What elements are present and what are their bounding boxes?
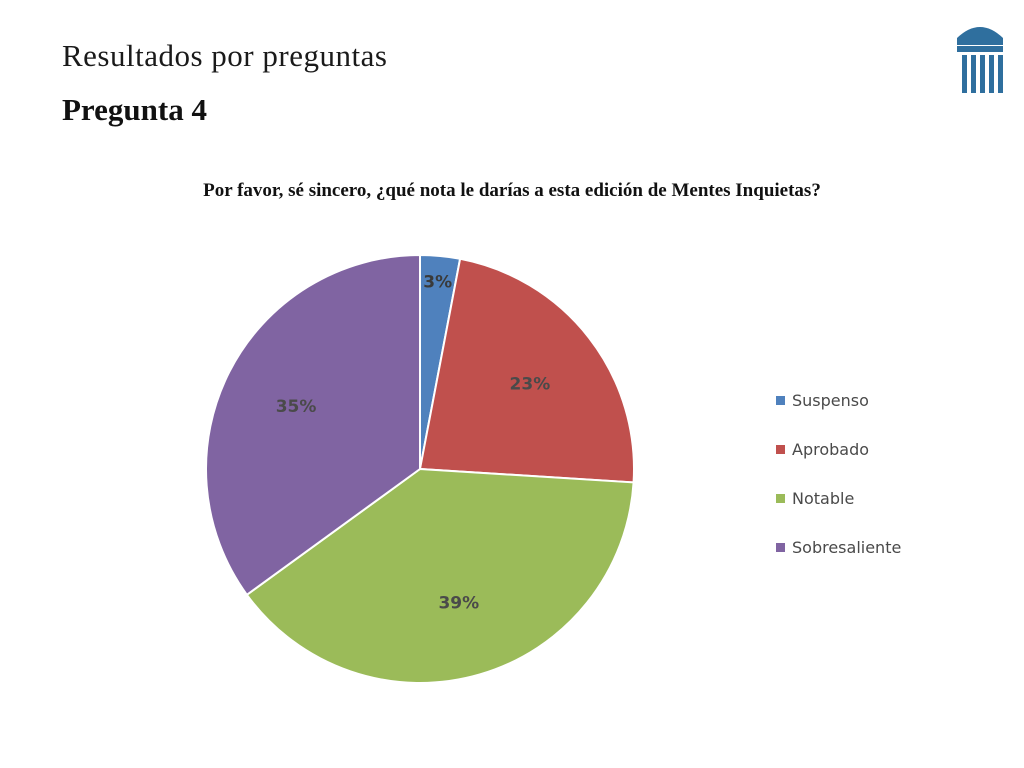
slice-label-aprobado: 23%: [510, 375, 551, 395]
institution-logo: [957, 27, 1003, 93]
legend-label: Notable: [792, 488, 855, 508]
chart-title: Por favor, sé sincero, ¿qué nota le darí…: [203, 180, 821, 201]
pie-slice-notable: [245, 467, 635, 684]
page-heading: Resultados por preguntas: [62, 38, 388, 73]
legend-item-suspenso: Suspenso: [776, 388, 901, 412]
legend-label: Aprobado: [792, 439, 870, 459]
legend-label: Suspenso: [792, 390, 869, 410]
chart-legend: Suspenso Aprobado Notable Sobresaliente: [776, 388, 901, 584]
legend-label: Sobresaliente: [792, 537, 902, 557]
slice-label-notable: 39%: [438, 594, 479, 614]
legend-item-notable: Notable: [776, 486, 901, 510]
slice-label-sobresaliente: 35%: [276, 397, 317, 417]
page-subheading: Pregunta 4: [62, 92, 207, 127]
legend-swatch: [776, 542, 785, 552]
legend-swatch: [776, 444, 785, 454]
legend-item-sobresaliente: Sobresaliente: [776, 535, 901, 559]
slice-label-suspenso: 3%: [423, 273, 452, 293]
legend-swatch: [776, 493, 785, 503]
pie-slice-aprobado: [418, 257, 635, 484]
pie-slice-sobresaliente: [205, 253, 421, 597]
legend-swatch: [776, 395, 785, 405]
legend-item-aprobado: Aprobado: [776, 437, 901, 461]
